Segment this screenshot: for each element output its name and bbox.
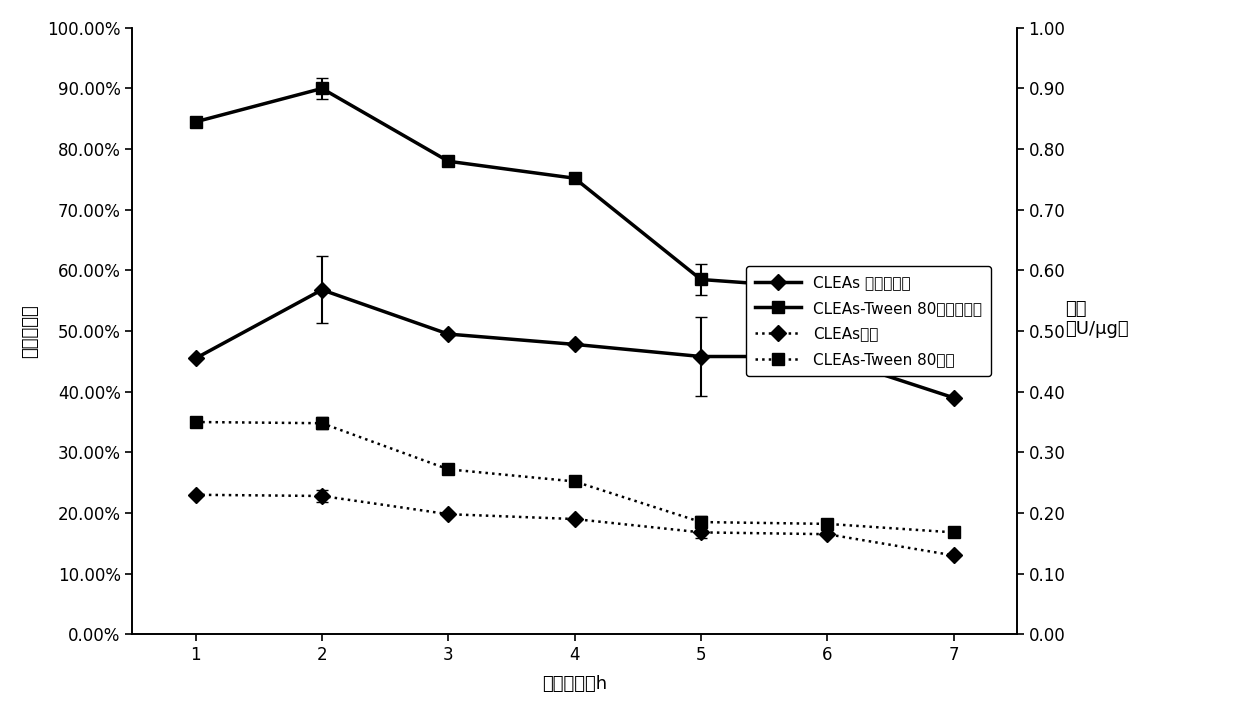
CLEAs-Tween 80酶活 [441,465,456,473]
CLEAs 酶活回收率 [188,354,203,363]
CLEAs-Tween 80酶活回收率 [188,118,203,126]
CLEAs-Tween 80酶活 [188,418,203,426]
CLEAs 酶活回收率 [567,340,582,348]
CLEAs酶活 [441,510,456,518]
CLEAs-Tween 80酶活 [820,520,835,528]
Line: CLEAs 酶活回收率: CLEAs 酶活回收率 [190,284,960,403]
Legend: CLEAs 酶活回收率, CLEAs-Tween 80酶活回收率, CLEAs酶活, CLEAs-Tween 80酶活: CLEAs 酶活回收率, CLEAs-Tween 80酶活回收率, CLEAs酶… [746,266,992,376]
CLEAs酶活 [188,491,203,499]
CLEAs-Tween 80酶活 [693,518,708,526]
CLEAs酶活 [693,528,708,537]
CLEAs 酶活回收率 [441,330,456,338]
CLEAs酶活 [946,551,961,560]
Y-axis label: 酶活回收率: 酶活回收率 [21,304,38,358]
CLEAs-Tween 80酶活回收率 [441,157,456,166]
CLEAs酶活 [820,530,835,538]
CLEAs-Tween 80酶活回收率 [315,84,330,93]
X-axis label: 交联时间：h: 交联时间：h [542,675,608,693]
CLEAs-Tween 80酶活 [315,419,330,428]
Text: 酶活
（U/μg）: 酶活 （U/μg） [1065,299,1130,338]
CLEAs酶活 [315,492,330,501]
CLEAs 酶活回收率 [820,352,835,361]
Line: CLEAs-Tween 80酶活: CLEAs-Tween 80酶活 [190,416,960,538]
CLEAs-Tween 80酶活回收率 [693,275,708,283]
CLEAs 酶活回收率 [693,352,708,361]
CLEAs 酶活回收率 [315,286,330,294]
CLEAs-Tween 80酶活回收率 [946,287,961,296]
CLEAs 酶活回收率 [946,393,961,402]
CLEAs-Tween 80酶活回收率 [567,174,582,183]
Line: CLEAs酶活: CLEAs酶活 [190,489,960,561]
Line: CLEAs-Tween 80酶活回收率: CLEAs-Tween 80酶活回收率 [190,83,960,297]
CLEAs-Tween 80酶活回收率 [820,284,835,293]
CLEAs-Tween 80酶活 [567,477,582,486]
CLEAs酶活 [567,515,582,523]
CLEAs-Tween 80酶活 [946,528,961,537]
